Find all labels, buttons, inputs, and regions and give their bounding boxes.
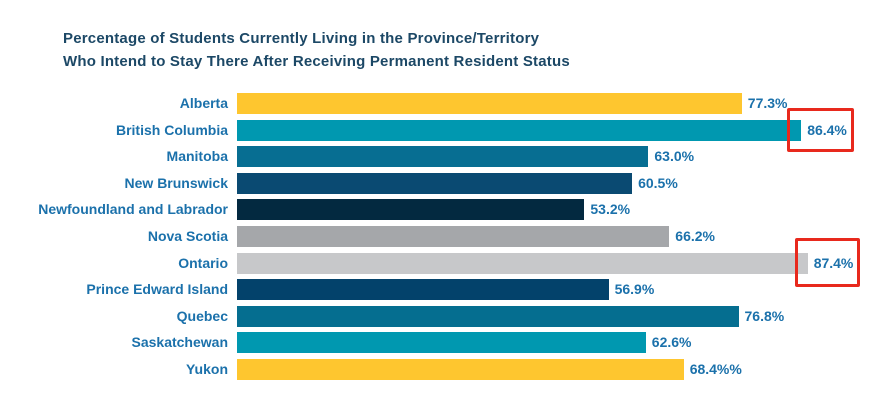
chart-row: New Brunswick 60.5% <box>0 172 882 194</box>
bar-manitoba <box>237 146 649 168</box>
category-label: Yukon <box>185 360 228 377</box>
value-label: 53.2% <box>590 201 631 218</box>
value-label: 63.0% <box>654 148 695 165</box>
chart-row: Saskatchewan 62.6% <box>0 332 882 354</box>
value-label: 56.9% <box>614 281 655 298</box>
category-label: British Columbia <box>115 121 228 138</box>
chart-row: Newfoundland and Labrador 53.2% <box>0 199 882 221</box>
bar-saskatchewan <box>237 332 646 354</box>
category-label: Manitoba <box>166 148 228 165</box>
chart-plot-area: Alberta 77.3% British Columbia 86.4% Man… <box>0 93 882 380</box>
value-label: 68.4%% <box>689 360 742 377</box>
bar-alberta <box>237 93 742 114</box>
chart-row: Manitoba 63.0% <box>0 146 882 168</box>
value-label: 66.2% <box>675 227 715 244</box>
chart-row: Yukon 68.4%% <box>0 358 882 380</box>
category-label: New Brunswick <box>124 174 228 191</box>
category-label: Quebec <box>176 307 228 324</box>
bar-nova-scotia <box>237 225 670 247</box>
bar-newfoundland-and-labrador <box>237 199 585 221</box>
value-label: 76.8% <box>744 307 785 324</box>
bar-new-brunswick <box>237 172 633 194</box>
chart-row: Alberta 77.3% <box>0 93 882 114</box>
category-label: Saskatchewan <box>131 334 229 351</box>
category-label: Alberta <box>179 95 228 111</box>
chart-row: Quebec 76.8% <box>0 305 882 327</box>
value-label: 60.5% <box>638 174 678 191</box>
chart-title-line-1: Percentage of Students Currently Living … <box>63 30 540 47</box>
chart-title: Percentage of Students Currently Living … <box>63 27 570 73</box>
category-label: Nova Scotia <box>147 227 228 244</box>
chart-row: Ontario 87.4% <box>0 252 882 274</box>
value-label: 87.4% <box>813 254 854 271</box>
chart-row: Nova Scotia 66.2% <box>0 225 882 247</box>
bar-quebec <box>237 305 739 327</box>
bar-ontario <box>237 252 808 274</box>
highlight-box-ontario <box>795 238 860 287</box>
bar-prince-edward-island <box>237 279 609 301</box>
highlight-box-british-columbia <box>787 108 854 152</box>
value-label: 86.4% <box>807 121 847 138</box>
chart-title-line-2: Who Intend to Stay There After Receiving… <box>63 53 570 70</box>
bar-yukon <box>237 358 684 380</box>
bar-british-columbia <box>237 119 802 141</box>
category-label: Prince Edward Island <box>86 281 228 298</box>
chart-row: Prince Edward Island 56.9% <box>0 279 882 301</box>
value-label: 77.3% <box>747 95 788 111</box>
value-label: 62.6% <box>651 334 692 351</box>
category-label: Ontario <box>178 254 228 271</box>
chart-row: British Columbia 86.4% <box>0 119 882 141</box>
category-label: Newfoundland and Labrador <box>38 201 228 218</box>
